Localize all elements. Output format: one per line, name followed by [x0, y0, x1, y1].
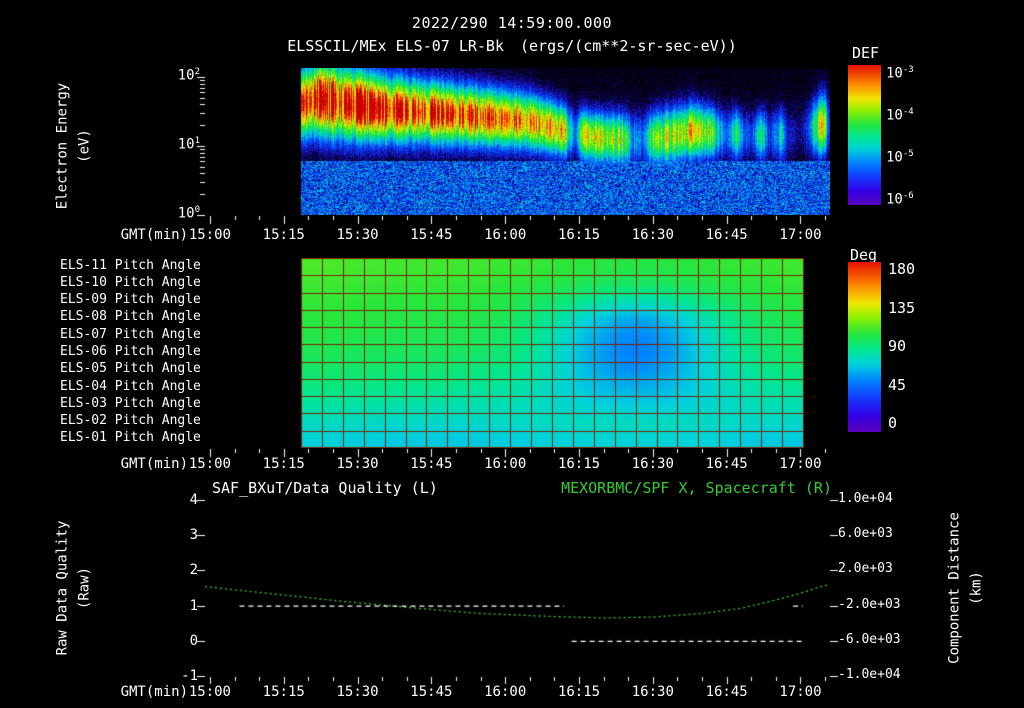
- pitch-row-label: ELS-10 Pitch Angle: [60, 274, 201, 290]
- pitch-x-tick-label: 16:30: [631, 456, 674, 472]
- bottom-right-tick-label: -6.0e+03: [838, 631, 901, 647]
- pitch-x-tick-label: 15:45: [410, 456, 453, 472]
- bottom-right-tick-label: 6.0e+03: [838, 526, 893, 542]
- bottom-left-tick-label: 3: [189, 527, 198, 544]
- spectrogram-x-tick-label: 16:15: [557, 227, 601, 243]
- pitch-row-label: ELS-02 Pitch Angle: [60, 413, 201, 429]
- bottom-x-tick-label: 16:30: [631, 684, 674, 700]
- pitch-row-label: ELS-09 Pitch Angle: [60, 292, 201, 308]
- pitch-x-tick-label: 15:30: [336, 456, 379, 472]
- bottom-x-tick-label: 16:00: [484, 684, 527, 700]
- pitch-row-label: ELS-05 Pitch Angle: [60, 361, 201, 377]
- spectrogram-x-tick-label: 16:00: [484, 227, 527, 243]
- pitch-row-label: ELS-08 Pitch Angle: [60, 309, 201, 325]
- bottom-left-tick-label: 4: [189, 492, 198, 508]
- pitch-row-label: ELS-06 Pitch Angle: [60, 344, 201, 359]
- bottom-x-tick-label: 15:15: [262, 684, 305, 700]
- bottom-x-tick-label: 16:15: [557, 684, 601, 700]
- bottom-left-tick-label: 2: [189, 562, 198, 579]
- deg-colorbar-tick-label: 45: [888, 375, 907, 394]
- spectrogram-x-tick-label: 15:00: [188, 227, 231, 243]
- pitch-x-tick-label: 16:45: [705, 456, 748, 472]
- bottom-x-tick-label: 15:30: [336, 684, 379, 700]
- pitch-x-tick-label: 17:00: [779, 456, 822, 472]
- deg-colorbar-tick-label: 180: [888, 260, 916, 278]
- bottom-x-axis-title: GMT(min): [120, 684, 188, 700]
- def-colorbar-tick-label: 10-5: [886, 149, 914, 166]
- bottom-x-tick-label: 15:00: [188, 684, 231, 700]
- pitch-row-label: ELS-07 Pitch Angle: [60, 326, 201, 342]
- pitch-x-tick-label: 16:15: [557, 456, 601, 472]
- pitch-x-tick-label: 15:15: [262, 456, 305, 472]
- pitch-row-label: ELS-01 Pitch Angle: [60, 430, 201, 446]
- pitch-x-axis-title: GMT(min): [120, 456, 188, 472]
- bottom-x-tick-label: 15:45: [410, 684, 453, 700]
- bottom-right-tick-label: -1.0e+04: [838, 667, 901, 682]
- def-colorbar-tick-label: 10-4: [886, 107, 914, 124]
- pitch-row-label: ELS-11 Pitch Angle: [60, 257, 201, 273]
- spectrogram-x-tick-label: 15:15: [262, 227, 305, 243]
- spectrogram-y-tick-label: 100: [177, 205, 200, 222]
- spectrogram-x-tick-label: 17:00: [779, 227, 822, 243]
- deg-colorbar-tick-label: 90: [888, 337, 907, 355]
- bottom-left-tick-label: 0: [189, 632, 198, 649]
- bottom-right-tick-label: 2.0e+03: [838, 561, 893, 577]
- spectrogram-x-tick-label: 15:30: [336, 227, 379, 243]
- def-colorbar-tick-label: 10-6: [886, 191, 914, 208]
- deg-colorbar-tick-label: 135: [888, 298, 916, 317]
- pitch-row-label: ELS-03 Pitch Angle: [60, 395, 201, 411]
- bottom-x-tick-label: 17:00: [779, 684, 822, 700]
- bottom-right-tick-label: -2.0e+03: [838, 596, 901, 612]
- bottom-x-tick-label: 16:45: [705, 684, 748, 700]
- spectrogram-x-tick-label: 15:45: [410, 227, 453, 243]
- bottom-left-tick-label: 1: [189, 597, 198, 614]
- deg-colorbar-tick-label: 0: [888, 414, 898, 432]
- spectrogram-x-tick-label: 16:30: [631, 227, 674, 243]
- def-colorbar-tick-label: 10-3: [886, 65, 914, 82]
- pitch-x-tick-label: 16:00: [484, 456, 527, 472]
- spectrogram-x-axis-title: GMT(min): [120, 227, 188, 243]
- bottom-left-tick-label: -1: [181, 668, 198, 684]
- bottom-right-tick-label: 1.0e+04: [838, 491, 893, 506]
- pitch-x-tick-label: 15:00: [188, 456, 231, 472]
- spectrogram-x-tick-label: 16:45: [705, 227, 748, 243]
- pitch-row-label: ELS-04 Pitch Angle: [60, 378, 201, 394]
- spectrogram-y-tick-label: 101: [177, 136, 200, 153]
- spectrogram-y-tick-label: 102: [177, 67, 200, 84]
